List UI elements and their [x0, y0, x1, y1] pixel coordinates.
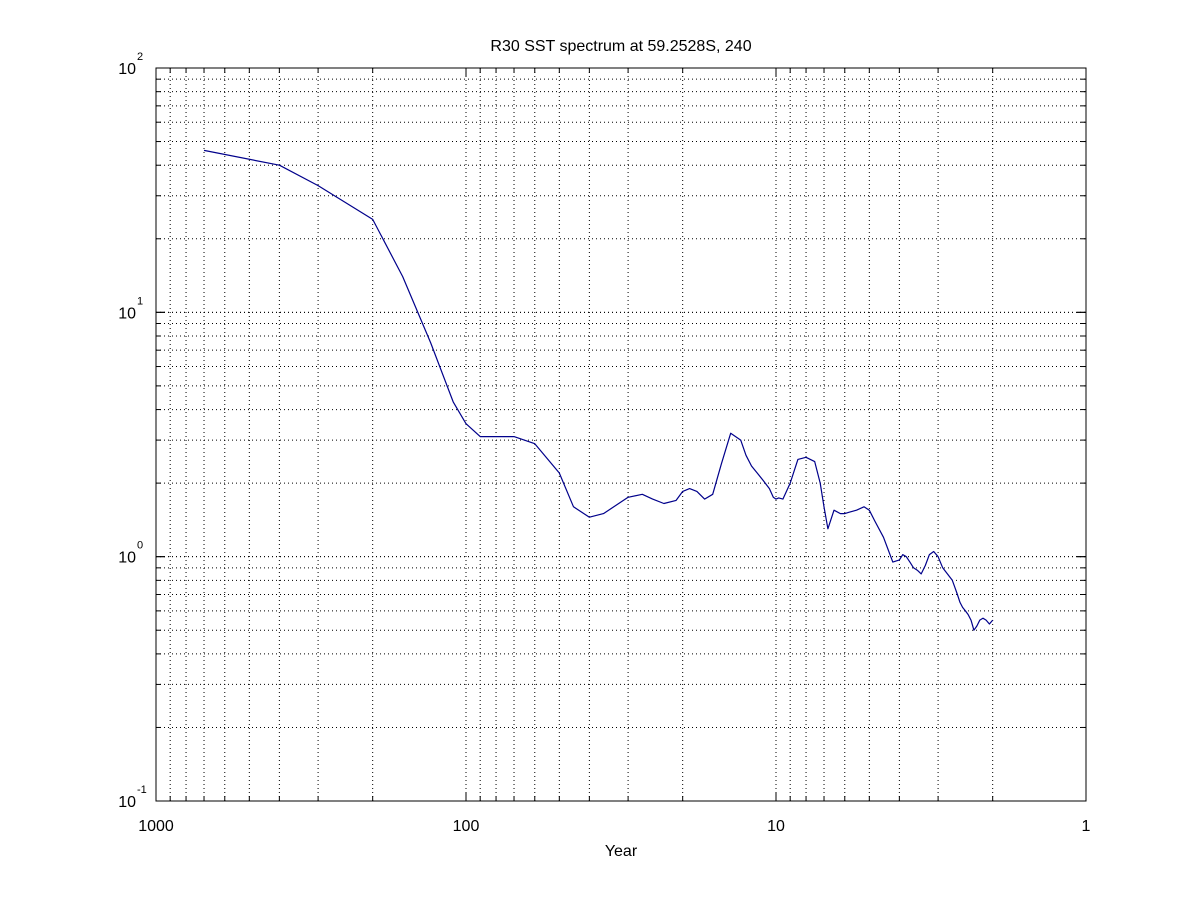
series-layer [203, 149, 994, 631]
y-tick-label-exponent: 0 [137, 540, 143, 552]
y-tick-label-base: 10 [118, 305, 136, 322]
x-tick-label: 100 [453, 818, 480, 835]
plot-frame [155, 67, 1087, 802]
x-tick-label: 1000 [138, 818, 174, 835]
x-tick-label: 1 [1082, 818, 1091, 835]
chart-title: R30 SST spectrum at 59.2528S, 240 [490, 38, 751, 55]
series-line-0 [203, 149, 994, 631]
y-tick-label-exponent: 2 [137, 51, 143, 63]
x-tick-label: 10 [767, 818, 785, 835]
y-tick-label-base: 10 [118, 61, 136, 78]
y-tick-label: 100 [118, 540, 143, 567]
y-tick-label-exponent: -1 [137, 784, 147, 796]
y-tick-label: 10-1 [118, 784, 147, 811]
y-tick-label-exponent: 1 [137, 295, 143, 307]
tick-layer [155, 67, 1087, 802]
x-axis-label: Year [605, 843, 638, 860]
grid-layer [156, 68, 1086, 801]
y-tick-label: 101 [118, 295, 143, 322]
y-tick-label-base: 10 [118, 794, 136, 811]
y-tick-label-base: 10 [118, 550, 136, 567]
y-tick-label: 102 [118, 51, 143, 78]
x-tick-labels: 1000 100 10 1 [138, 818, 1090, 835]
